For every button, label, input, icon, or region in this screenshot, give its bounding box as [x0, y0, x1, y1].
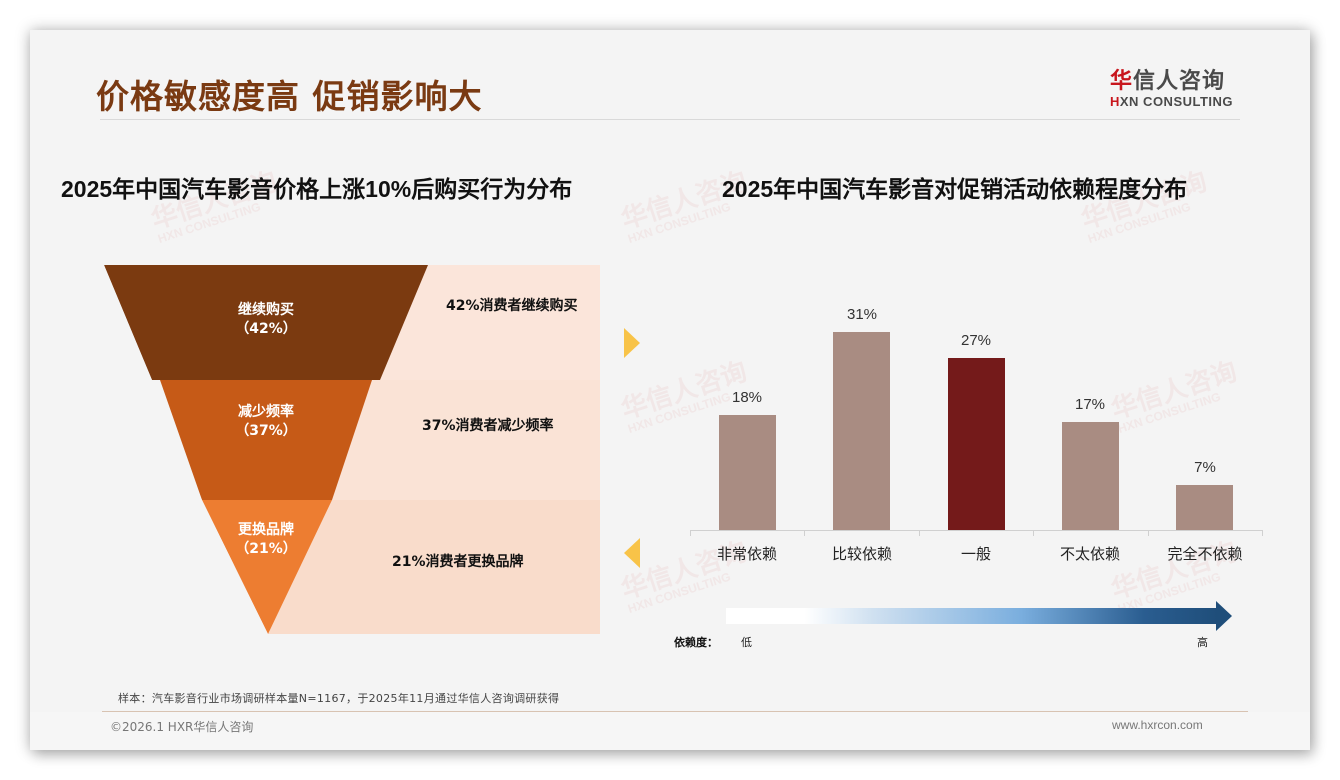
x-axis-category-label: 不太依赖 [1059, 545, 1120, 563]
bar [719, 415, 776, 530]
x-axis-tick [690, 530, 691, 536]
bar-chart-title: 2025年中国汽车影音对促销活动依赖程度分布 [722, 176, 1188, 202]
triangle-right-icon [624, 328, 640, 358]
bar-value-label: 27% [960, 332, 992, 349]
dependency-low-label: 低 [741, 636, 752, 649]
dependency-label: 依赖度： [674, 636, 718, 649]
funnel-band-description: 42%消费者继续购买 [446, 298, 578, 314]
funnel-chart-title: 2025年中国汽车影音价格上涨10%后购买行为分布 [61, 176, 573, 202]
x-axis-category-label: 完全不依赖 [1167, 545, 1243, 563]
logo-cn: 华信人咨询 [1110, 69, 1226, 94]
bar [1176, 485, 1233, 530]
footer-bar [30, 712, 1310, 750]
bar-value-label: 31% [846, 306, 878, 323]
funnel-graphic [104, 265, 600, 635]
funnel-segment-label: 更换品牌 （21%） [235, 522, 297, 557]
bar [948, 358, 1005, 530]
header-divider [100, 119, 1240, 120]
logo-en: HXN CONSULTING [1110, 94, 1234, 109]
funnel-chart: 继续购买 （42%） 减少频率 （37%） 更换品牌 （21%） 42%消费者继续购买… [104, 265, 600, 635]
source-note: 样本：汽车影音行业市场调研样本量N=1167，于2025年11月通过华信人咨询调… [118, 692, 560, 705]
website-link[interactable]: www.hxrcon.com [1112, 718, 1203, 732]
funnel-band-description: 21%消费者更换品牌 [392, 554, 524, 570]
dependency-high-label: 高 [1197, 636, 1208, 649]
x-axis-category-label: 比较依赖 [831, 545, 892, 563]
x-axis-category-label: 一般 [960, 545, 991, 563]
footer-divider [102, 711, 1248, 712]
x-axis-tick [919, 530, 920, 536]
x-axis [690, 530, 1262, 531]
bar-value-label: 17% [1074, 396, 1106, 413]
bar-value-label: 7% [1194, 459, 1216, 476]
bar-value-label: 18% [731, 389, 763, 406]
copyright: ©2026.1 HXR华信人咨询 [110, 720, 254, 734]
x-axis-tick [804, 530, 805, 536]
x-axis-category-label: 非常依赖 [716, 545, 777, 563]
bar [833, 332, 890, 530]
slide: 华信人咨询 HXN CONSULTING 华信人咨询 HXN CONSULTING … [30, 30, 1310, 750]
x-axis-tick [1148, 530, 1149, 536]
page-title: 价格敏感度高 促销影响大 [96, 77, 483, 116]
funnel-segment-label: 继续购买 （42%） [235, 302, 297, 337]
bar [1062, 422, 1119, 530]
x-axis-tick [1033, 530, 1034, 536]
bar-chart: 18% 非常依赖 31% 比较依赖 27% 一般 17% 不太依赖 7% 完全不依赖 [690, 290, 1263, 570]
dependency-gradient-arrow [726, 601, 1236, 631]
funnel-segment-label: 减少频率 （37%） [235, 404, 297, 439]
arrow-head-icon [1216, 601, 1232, 631]
x-axis-tick [1262, 530, 1263, 536]
company-logo: 华信人咨询 HXN CONSULTING [1110, 63, 1250, 109]
funnel-band-description: 37%消费者减少频率 [422, 418, 554, 434]
triangle-left-icon [624, 538, 640, 568]
